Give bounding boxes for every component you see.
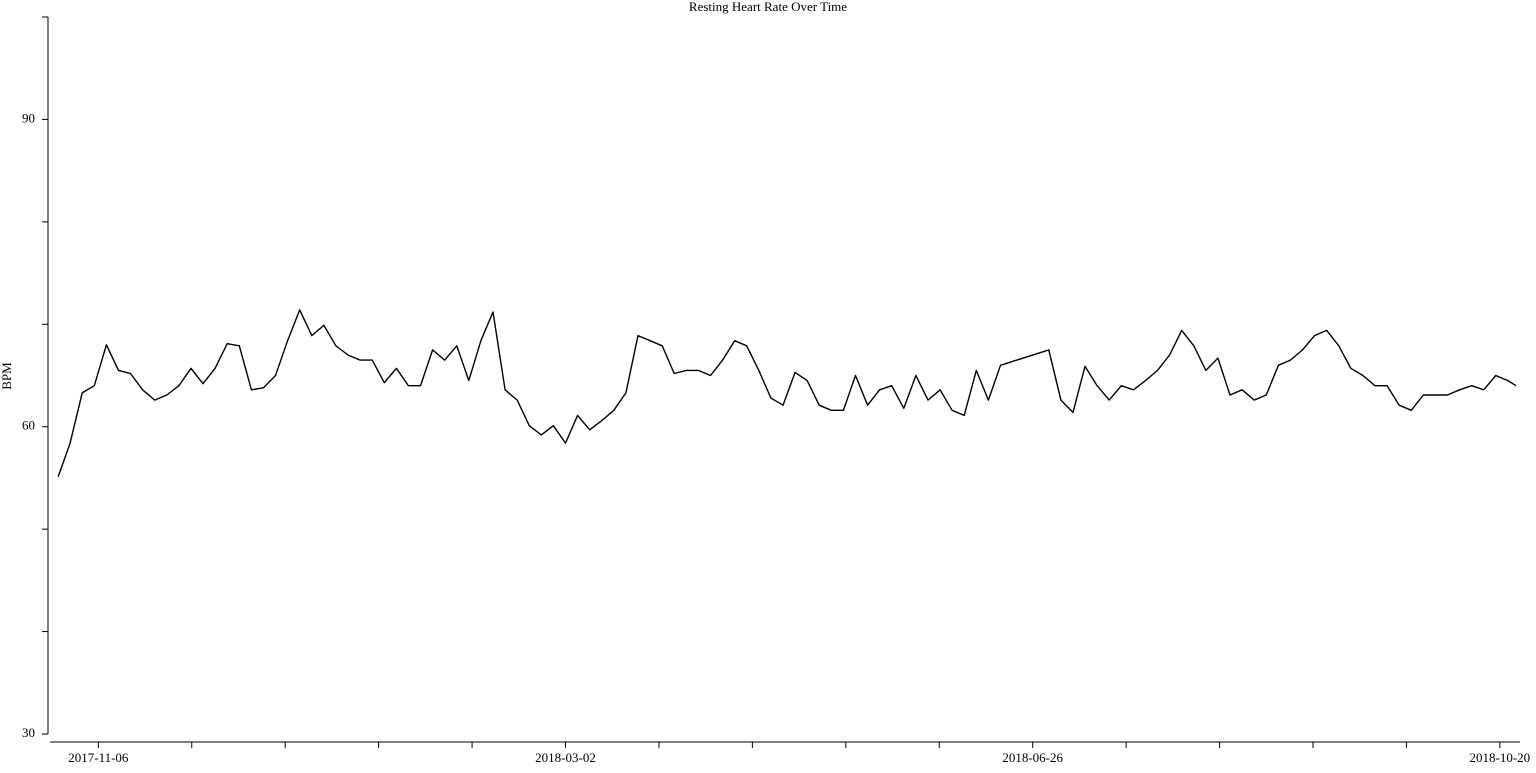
x-tick-label: 2017-11-06 bbox=[68, 750, 129, 765]
y-tick-label: 60 bbox=[22, 418, 35, 433]
y-tick-label: 30 bbox=[22, 725, 35, 740]
y-axis-label: BPM bbox=[0, 362, 14, 390]
y-tick-label: 90 bbox=[22, 110, 35, 125]
chart-title: Resting Heart Rate Over Time bbox=[689, 0, 847, 14]
x-tick-label: 2018-10-20 bbox=[1470, 750, 1531, 765]
x-tick-label: 2018-06-26 bbox=[1002, 750, 1063, 765]
x-tick-label: 2018-03-02 bbox=[535, 750, 596, 765]
data-line bbox=[57, 309, 1517, 478]
